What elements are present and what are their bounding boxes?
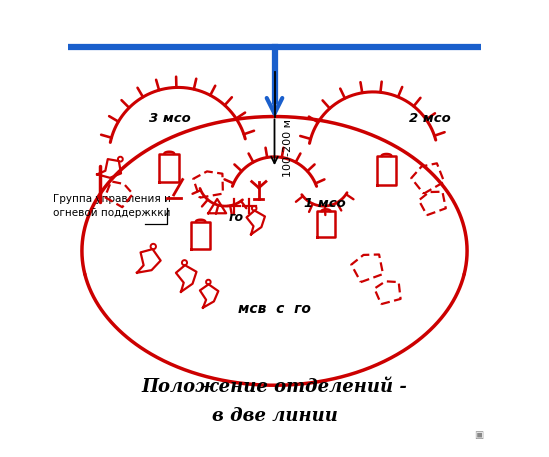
Text: 1 мсо: 1 мсо [304,197,345,210]
Text: ▣: ▣ [474,430,483,441]
Text: го: го [229,211,244,224]
Text: 2 мсо: 2 мсо [409,112,451,126]
Text: Группа управления и
огневой поддержкки: Группа управления и огневой поддержкки [53,194,171,218]
Text: 3 мсо: 3 мсо [149,112,191,126]
Text: 100-200 м: 100-200 м [283,119,293,177]
Text: в две линии: в две линии [211,407,338,425]
Text: Положение отделений -: Положение отделений - [142,378,407,397]
Text: мсв  с  го: мсв с го [238,302,311,316]
